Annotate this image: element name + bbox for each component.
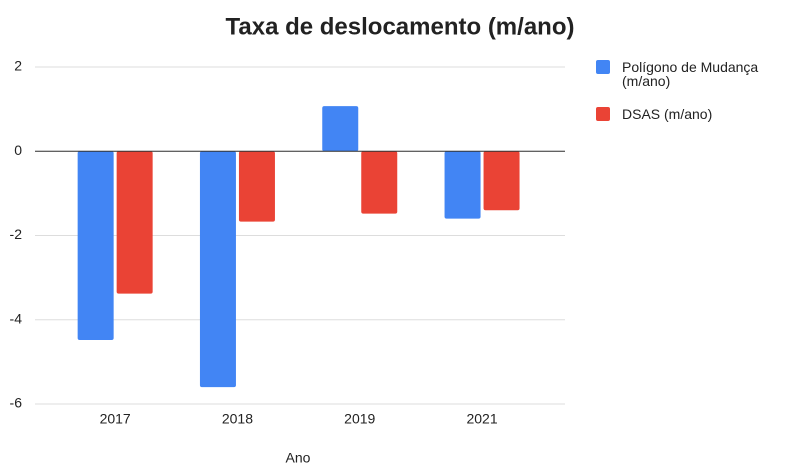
legend-item: Polígono de Mudança (m/ano) (596, 60, 793, 88)
legend-item: DSAS (m/ano) (596, 107, 793, 121)
x-axis-label: Ano (286, 450, 311, 466)
bar (77, 151, 114, 340)
bar (199, 151, 236, 388)
y-tick-label: -4 (10, 310, 23, 326)
bar (483, 151, 520, 211)
y-tick-label: 2 (14, 58, 22, 74)
x-tick-label: 2021 (466, 411, 497, 427)
y-tick-label: -6 (10, 395, 23, 411)
legend-label: DSAS (m/ano) (622, 106, 713, 122)
bar (238, 151, 275, 222)
bar (444, 151, 481, 219)
x-tick-label: 2018 (222, 411, 253, 427)
x-tick-label: 2019 (344, 411, 375, 427)
bar (361, 151, 398, 214)
y-tick-label: 0 (14, 142, 22, 158)
chart-title: Taxa de deslocamento (m/ano) (226, 13, 575, 40)
x-tick-label: 2017 (100, 411, 131, 427)
bar (322, 106, 359, 152)
legend-swatch (596, 60, 610, 74)
bar (116, 151, 153, 294)
y-tick-label: -2 (10, 226, 23, 242)
legend-swatch (596, 107, 610, 121)
legend-label: Polígono de Mudança (m/ano) (622, 59, 759, 89)
